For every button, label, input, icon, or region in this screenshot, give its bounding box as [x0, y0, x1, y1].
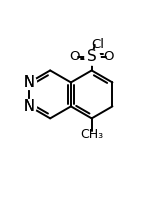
Text: CH₃: CH₃ — [80, 128, 103, 141]
Text: Cl: Cl — [91, 38, 104, 51]
Text: N: N — [24, 99, 35, 114]
Text: S: S — [87, 49, 97, 64]
Text: O: O — [69, 50, 80, 63]
Text: N: N — [24, 75, 35, 90]
Text: N: N — [24, 75, 35, 90]
Text: O: O — [104, 50, 114, 63]
Text: N: N — [24, 99, 35, 114]
